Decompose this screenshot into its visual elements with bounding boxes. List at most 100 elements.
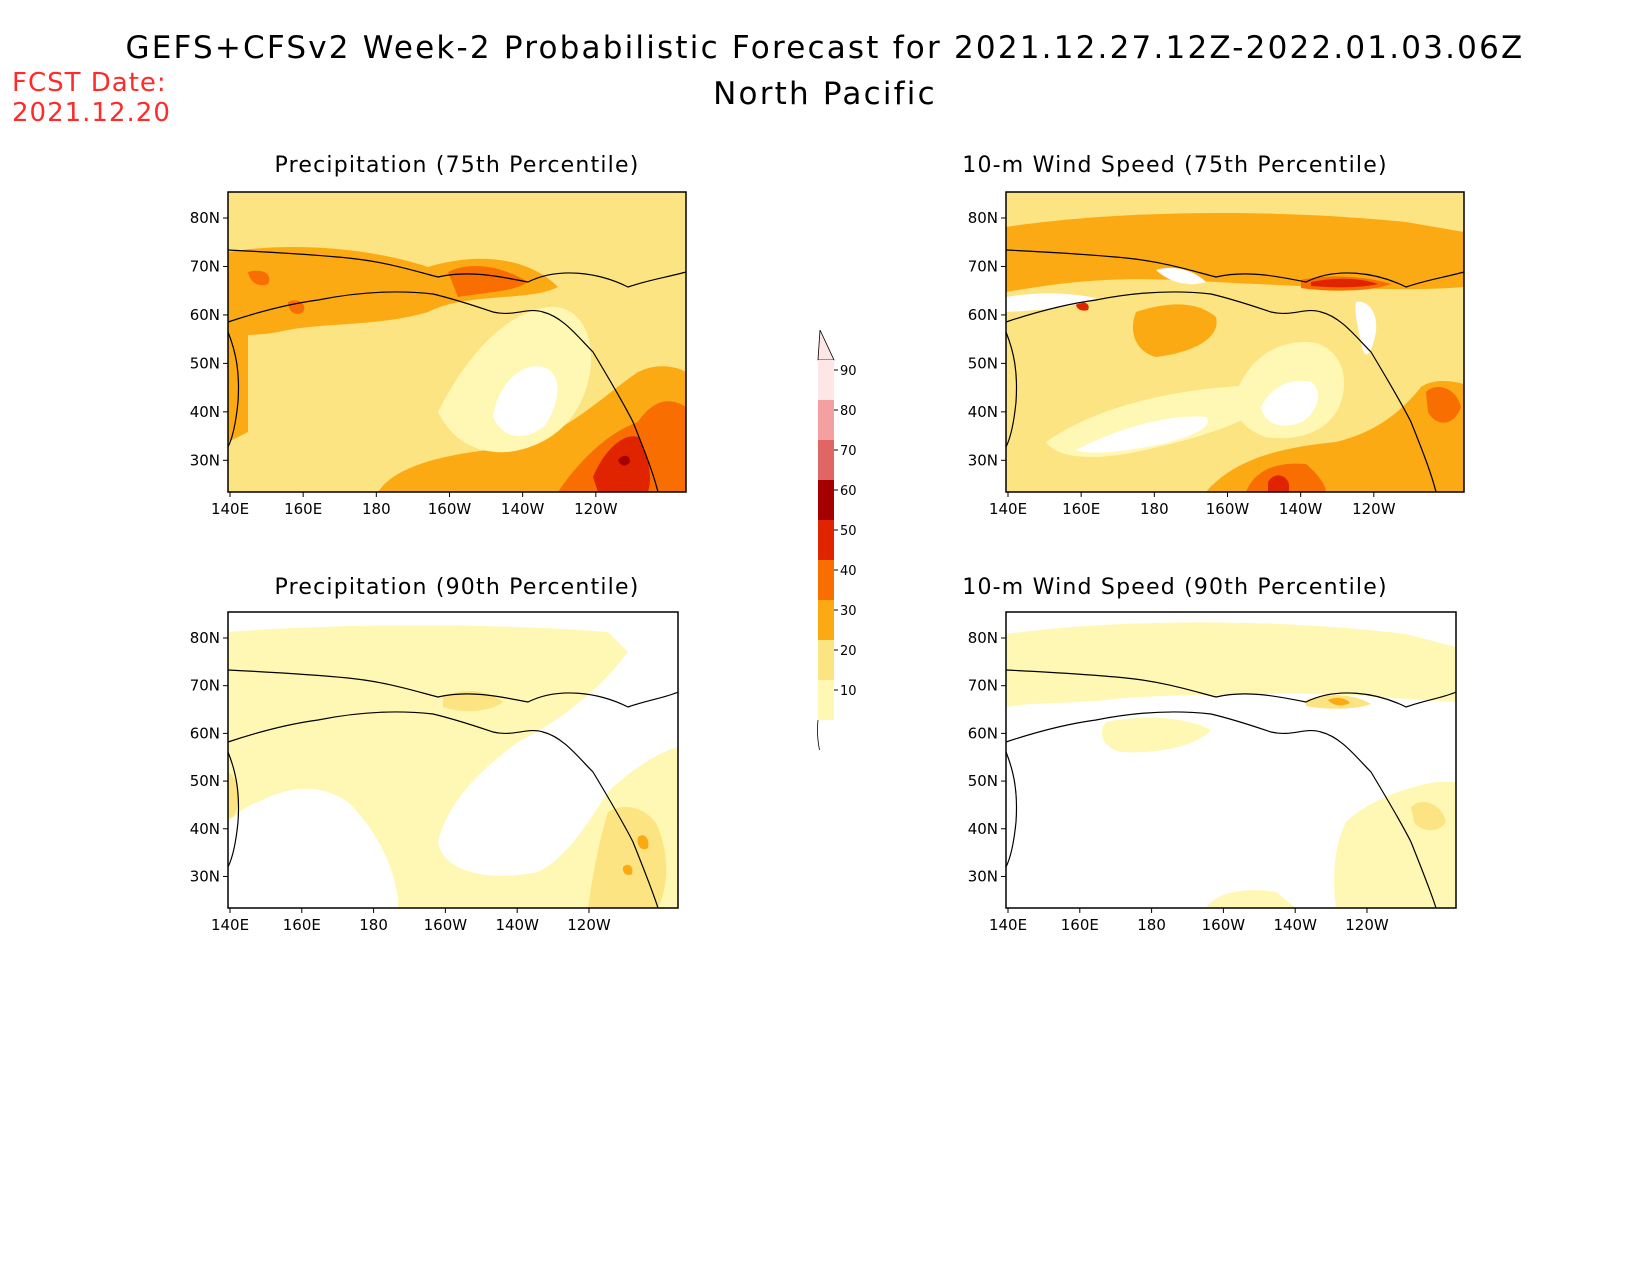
colorbar-swatch	[818, 360, 834, 400]
map-precip-90: 140E 160E 180 160W 140W 120W 80N 70N 60N 50N 40N 30…	[190, 611, 679, 934]
forecast-date-value: 2021.12.20	[12, 98, 171, 128]
lat-label: 70N	[968, 677, 998, 695]
lat-label: 40N	[190, 403, 220, 421]
contour-0	[1355, 301, 1377, 355]
lon-label: 160E	[283, 916, 321, 934]
colorbar-label: 30	[840, 604, 857, 619]
coastline	[227, 291, 659, 493]
contour-40	[248, 270, 270, 286]
lat-label: 70N	[190, 257, 220, 275]
colorbar-label: 80	[840, 404, 857, 419]
colorbar-swatch	[818, 480, 834, 520]
coastline	[1005, 249, 1465, 288]
colorbar-label: 50	[840, 524, 857, 539]
panel-title-wind-75: 10-m Wind Speed (75th Percentile)	[962, 153, 1388, 178]
map-frame	[1005, 191, 1465, 493]
contour-30	[1132, 304, 1217, 357]
contour-0	[1261, 380, 1319, 426]
contour-50	[1076, 302, 1089, 311]
coastline	[1005, 669, 1457, 708]
contour-50	[1268, 475, 1289, 492]
lon-label: 160E	[1061, 916, 1099, 934]
lat-label: 40N	[968, 820, 998, 838]
map-precip-75: 140E 160E 180 160W 140W 120W 80N 70N 60N 50N 40N 30…	[190, 191, 687, 518]
contour-30	[622, 864, 633, 876]
contour-10	[1206, 890, 1296, 908]
lat-label: 30N	[190, 451, 220, 469]
lon-label: 160W	[1202, 916, 1246, 934]
lat-label: 60N	[190, 306, 220, 324]
map-frame	[1005, 611, 1457, 909]
colorbar-label: 20	[840, 644, 857, 659]
lat-label: 80N	[190, 209, 220, 227]
lon-label: 160W	[1206, 500, 1250, 518]
contour-10	[1006, 622, 1456, 707]
contour-10	[1101, 717, 1211, 753]
map-wind-75: 140E 160E 180 160W 140W 120W 80N 70N 60N 50N 40N 30…	[968, 191, 1465, 518]
contour-30	[1006, 212, 1464, 292]
colorbar-label: 40	[840, 564, 857, 579]
colorbar: 90 80 70 60 50 40 30 20 10	[817, 330, 857, 750]
lat-label: 60N	[968, 306, 998, 324]
colorbar-swatch	[818, 520, 834, 560]
contour-60	[618, 455, 630, 466]
panel-title-precip-90: Precipitation (90th Percentile)	[274, 575, 640, 600]
contour-10	[228, 625, 678, 908]
coastline	[1005, 751, 1018, 868]
panel-title-wind-90: 10-m Wind Speed (90th Percentile)	[962, 575, 1388, 600]
colorbar-bottom-cap	[817, 719, 820, 750]
lon-label: 140W	[1279, 500, 1323, 518]
lon-label: 120W	[574, 500, 618, 518]
lon-label: 180	[1140, 500, 1169, 518]
lat-label: 70N	[968, 257, 998, 275]
contour-0	[1076, 416, 1208, 453]
coastline	[227, 331, 240, 448]
contour-30	[637, 835, 649, 850]
coastline	[227, 669, 679, 708]
contour-30	[1206, 380, 1464, 492]
colorbar-swatch	[818, 680, 834, 720]
colorbar-swatch	[818, 600, 834, 640]
contour-0	[493, 366, 558, 437]
lon-label: 160E	[284, 500, 322, 518]
map-frame	[227, 611, 679, 909]
lat-label: 60N	[190, 724, 220, 742]
coastline	[227, 249, 687, 288]
lat-label: 50N	[190, 772, 220, 790]
contour-20	[1411, 802, 1446, 831]
lon-label: 120W	[567, 916, 611, 934]
panel-title-precip-75: Precipitation (75th Percentile)	[274, 153, 640, 178]
lon-label: 180	[359, 916, 388, 934]
lat-label: 50N	[190, 354, 220, 372]
main-title: GEFS+CFSv2 Week-2 Probabilistic Forecast…	[125, 30, 1525, 66]
lat-label: 30N	[190, 867, 220, 885]
lon-label: 140E	[989, 500, 1027, 518]
colorbar-label: 10	[840, 684, 857, 699]
lat-label: 70N	[190, 677, 220, 695]
contour-40	[1426, 387, 1461, 423]
map-wind-90: 140E 160E 180 160W 140W 120W 80N 70N 60N 50N 40N 30…	[968, 611, 1457, 934]
lat-label: 40N	[190, 820, 220, 838]
colorbar-label: 90	[840, 364, 857, 379]
lat-label: 60N	[968, 724, 998, 742]
colorbar-label: 70	[840, 444, 857, 459]
lat-label: 40N	[968, 403, 998, 421]
colorbar-swatch	[818, 400, 834, 440]
lat-label: 50N	[968, 354, 998, 372]
forecast-date-label: FCST Date:	[12, 68, 167, 98]
lon-label: 140E	[211, 500, 249, 518]
lat-label: 30N	[968, 867, 998, 885]
map-frame	[227, 191, 687, 493]
lon-label: 180	[362, 500, 391, 518]
contour-20	[443, 690, 503, 712]
lat-label: 80N	[968, 209, 998, 227]
lon-label: 120W	[1352, 500, 1396, 518]
coastline	[227, 711, 659, 909]
contour-20	[228, 772, 239, 818]
region-subtitle: North Pacific	[713, 76, 937, 112]
coastline	[1005, 711, 1437, 909]
lon-label: 140W	[495, 916, 539, 934]
lon-label: 140E	[211, 916, 249, 934]
contour-0	[1006, 293, 1096, 312]
lon-label: 160W	[428, 500, 472, 518]
